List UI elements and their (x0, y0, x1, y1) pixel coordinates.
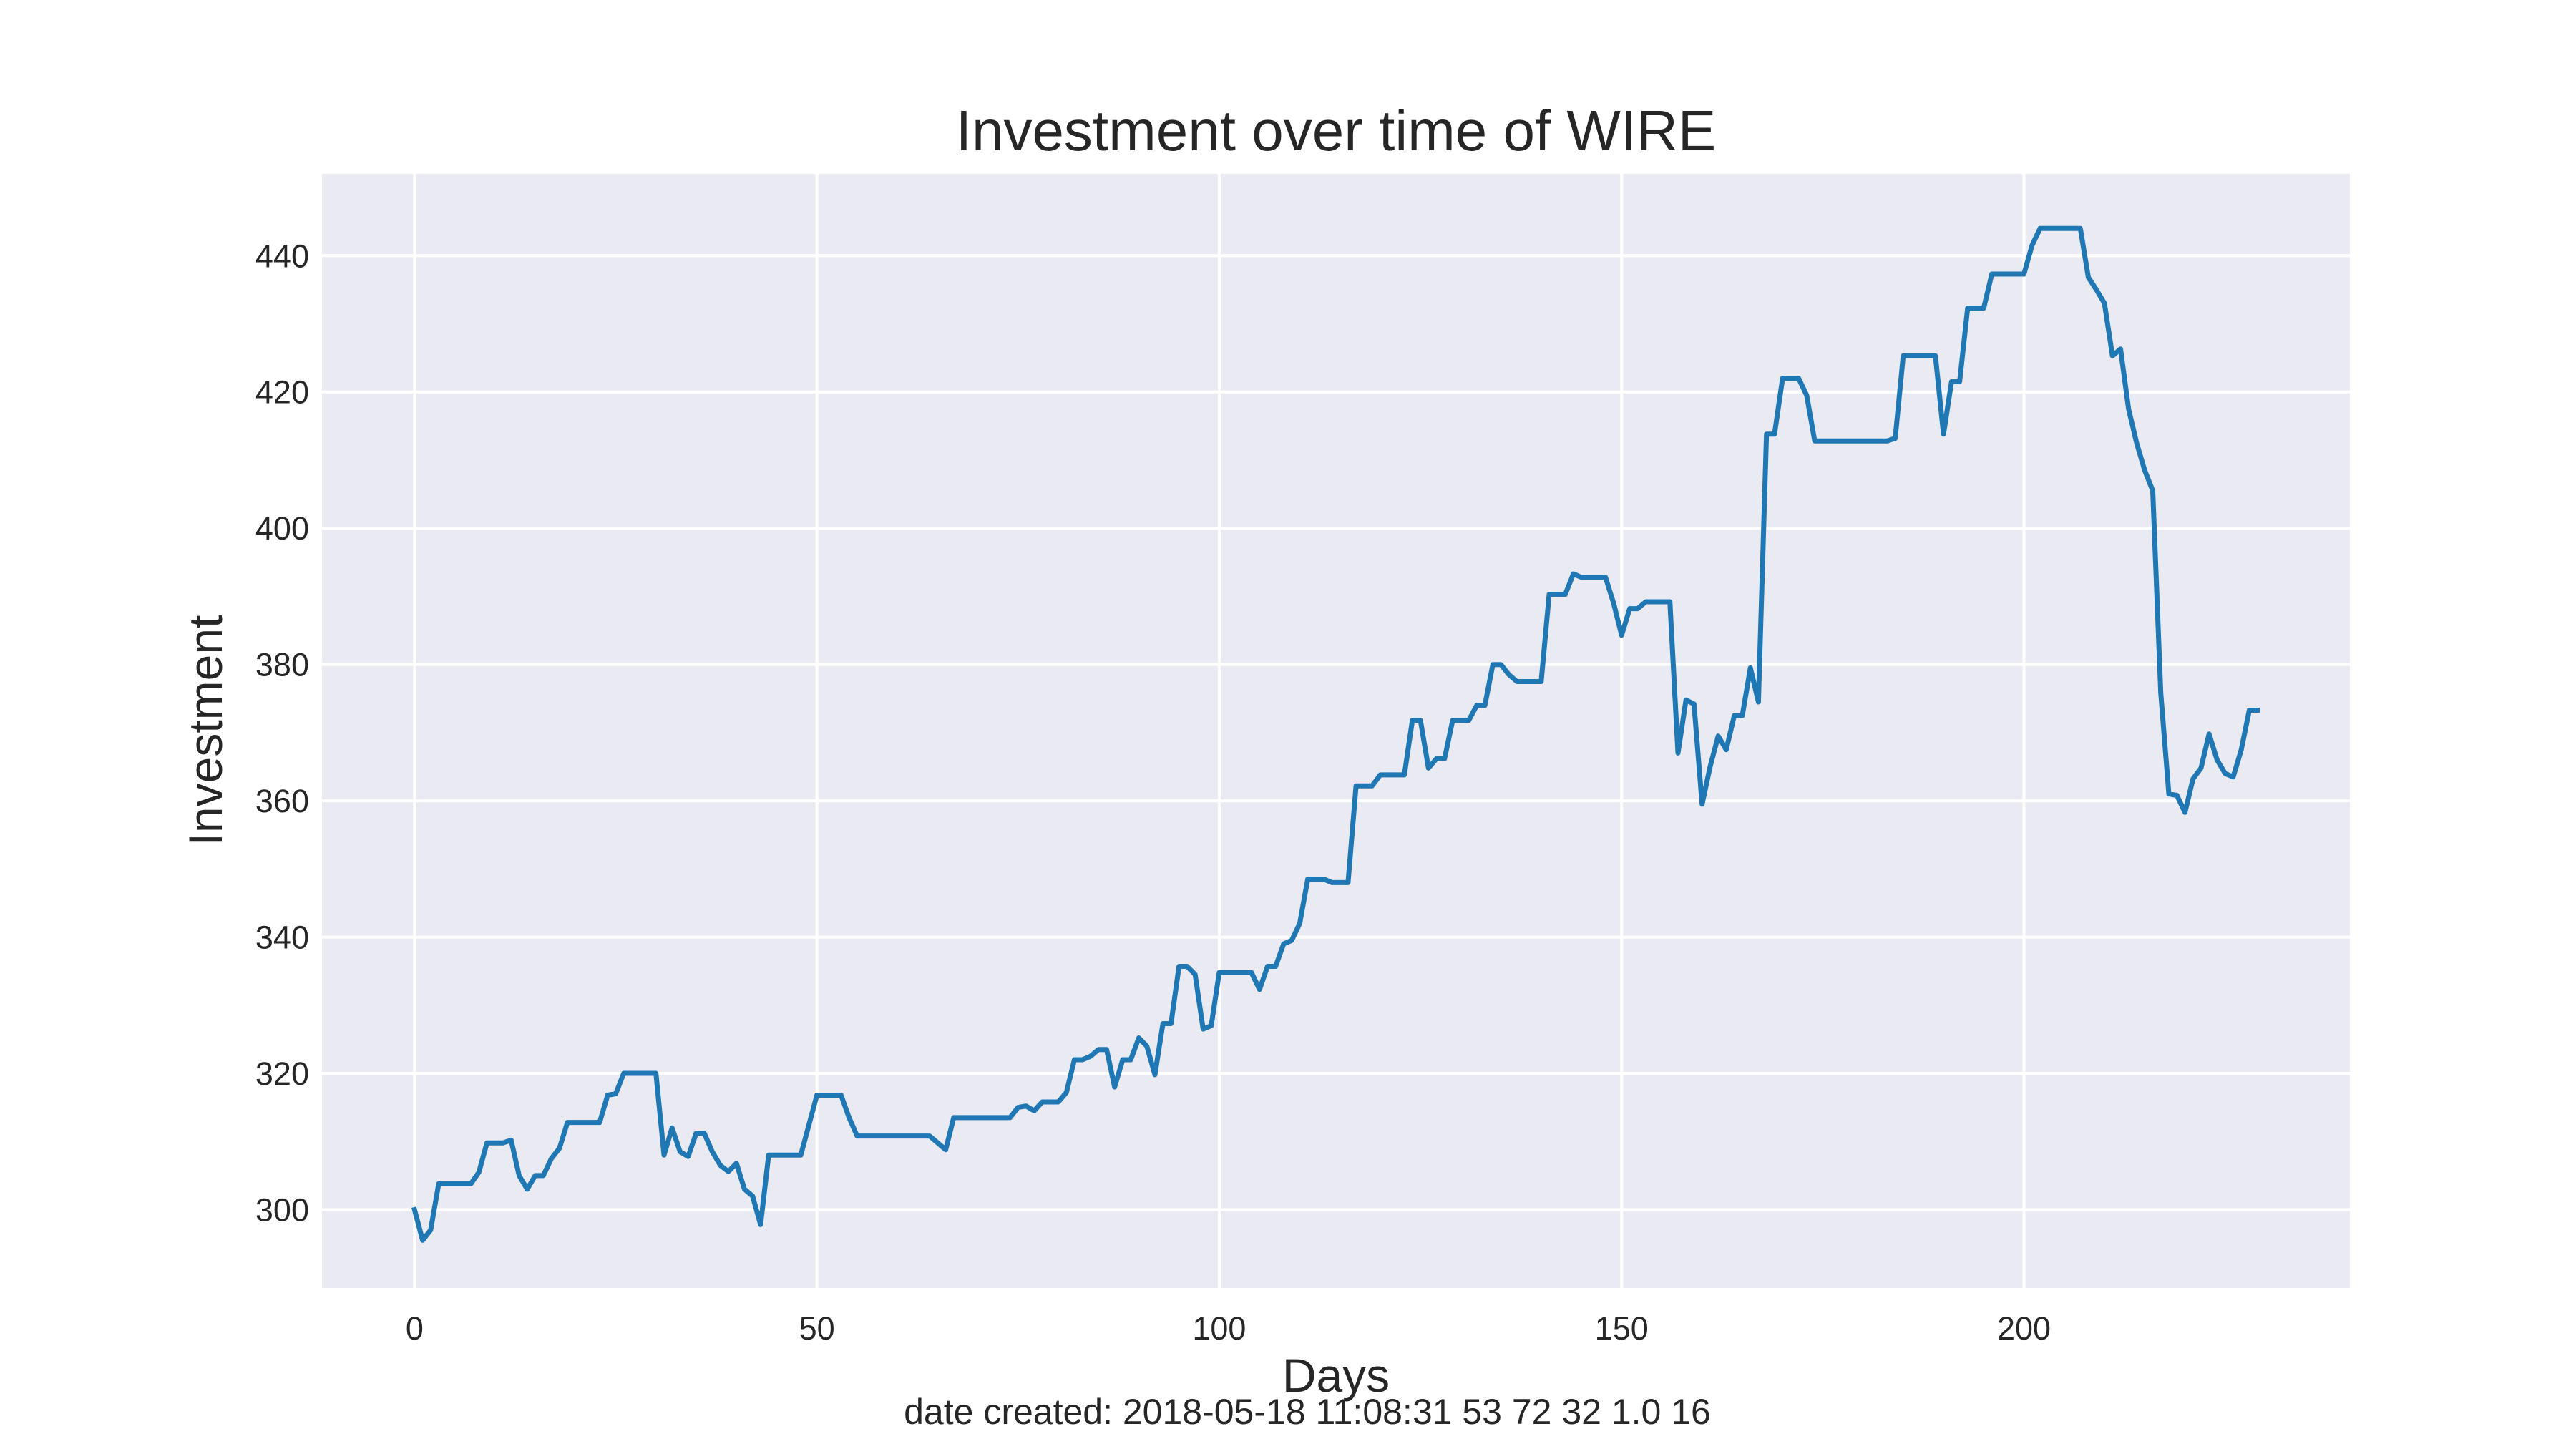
grid-lines (322, 174, 2350, 1288)
series-layer (411, 225, 2260, 1243)
x-tick-label: 150 (1595, 1310, 1649, 1347)
plot-area (322, 174, 2350, 1288)
x-tick-label: 100 (1192, 1310, 1246, 1347)
investment-series-line (411, 225, 2260, 1243)
footer-text: date created: 2018-05-18 11:08:31 53 72 … (904, 1392, 1711, 1432)
x-tick-label: 50 (799, 1310, 835, 1347)
y-tick-label: 380 (255, 647, 309, 683)
y-tick-label: 340 (255, 919, 309, 956)
x-tick-labels: 0 50 100 150 200 (406, 1310, 2051, 1347)
x-axis-label: Days (1282, 1349, 1390, 1402)
y-tick-label: 300 (255, 1191, 309, 1228)
y-tick-label: 420 (255, 374, 309, 411)
y-tick-label: 400 (255, 510, 309, 547)
y-tick-label: 360 (255, 783, 309, 819)
x-tick-label: 200 (1997, 1310, 2051, 1347)
y-tick-label: 320 (255, 1055, 309, 1092)
y-tick-labels: 300 320 340 360 380 400 420 440 (255, 238, 309, 1228)
y-axis-label: Investment (179, 615, 232, 847)
x-tick-label: 0 (406, 1310, 424, 1347)
chart-title: Investment over time of WIRE (956, 99, 1717, 162)
y-tick-label: 440 (255, 238, 309, 274)
